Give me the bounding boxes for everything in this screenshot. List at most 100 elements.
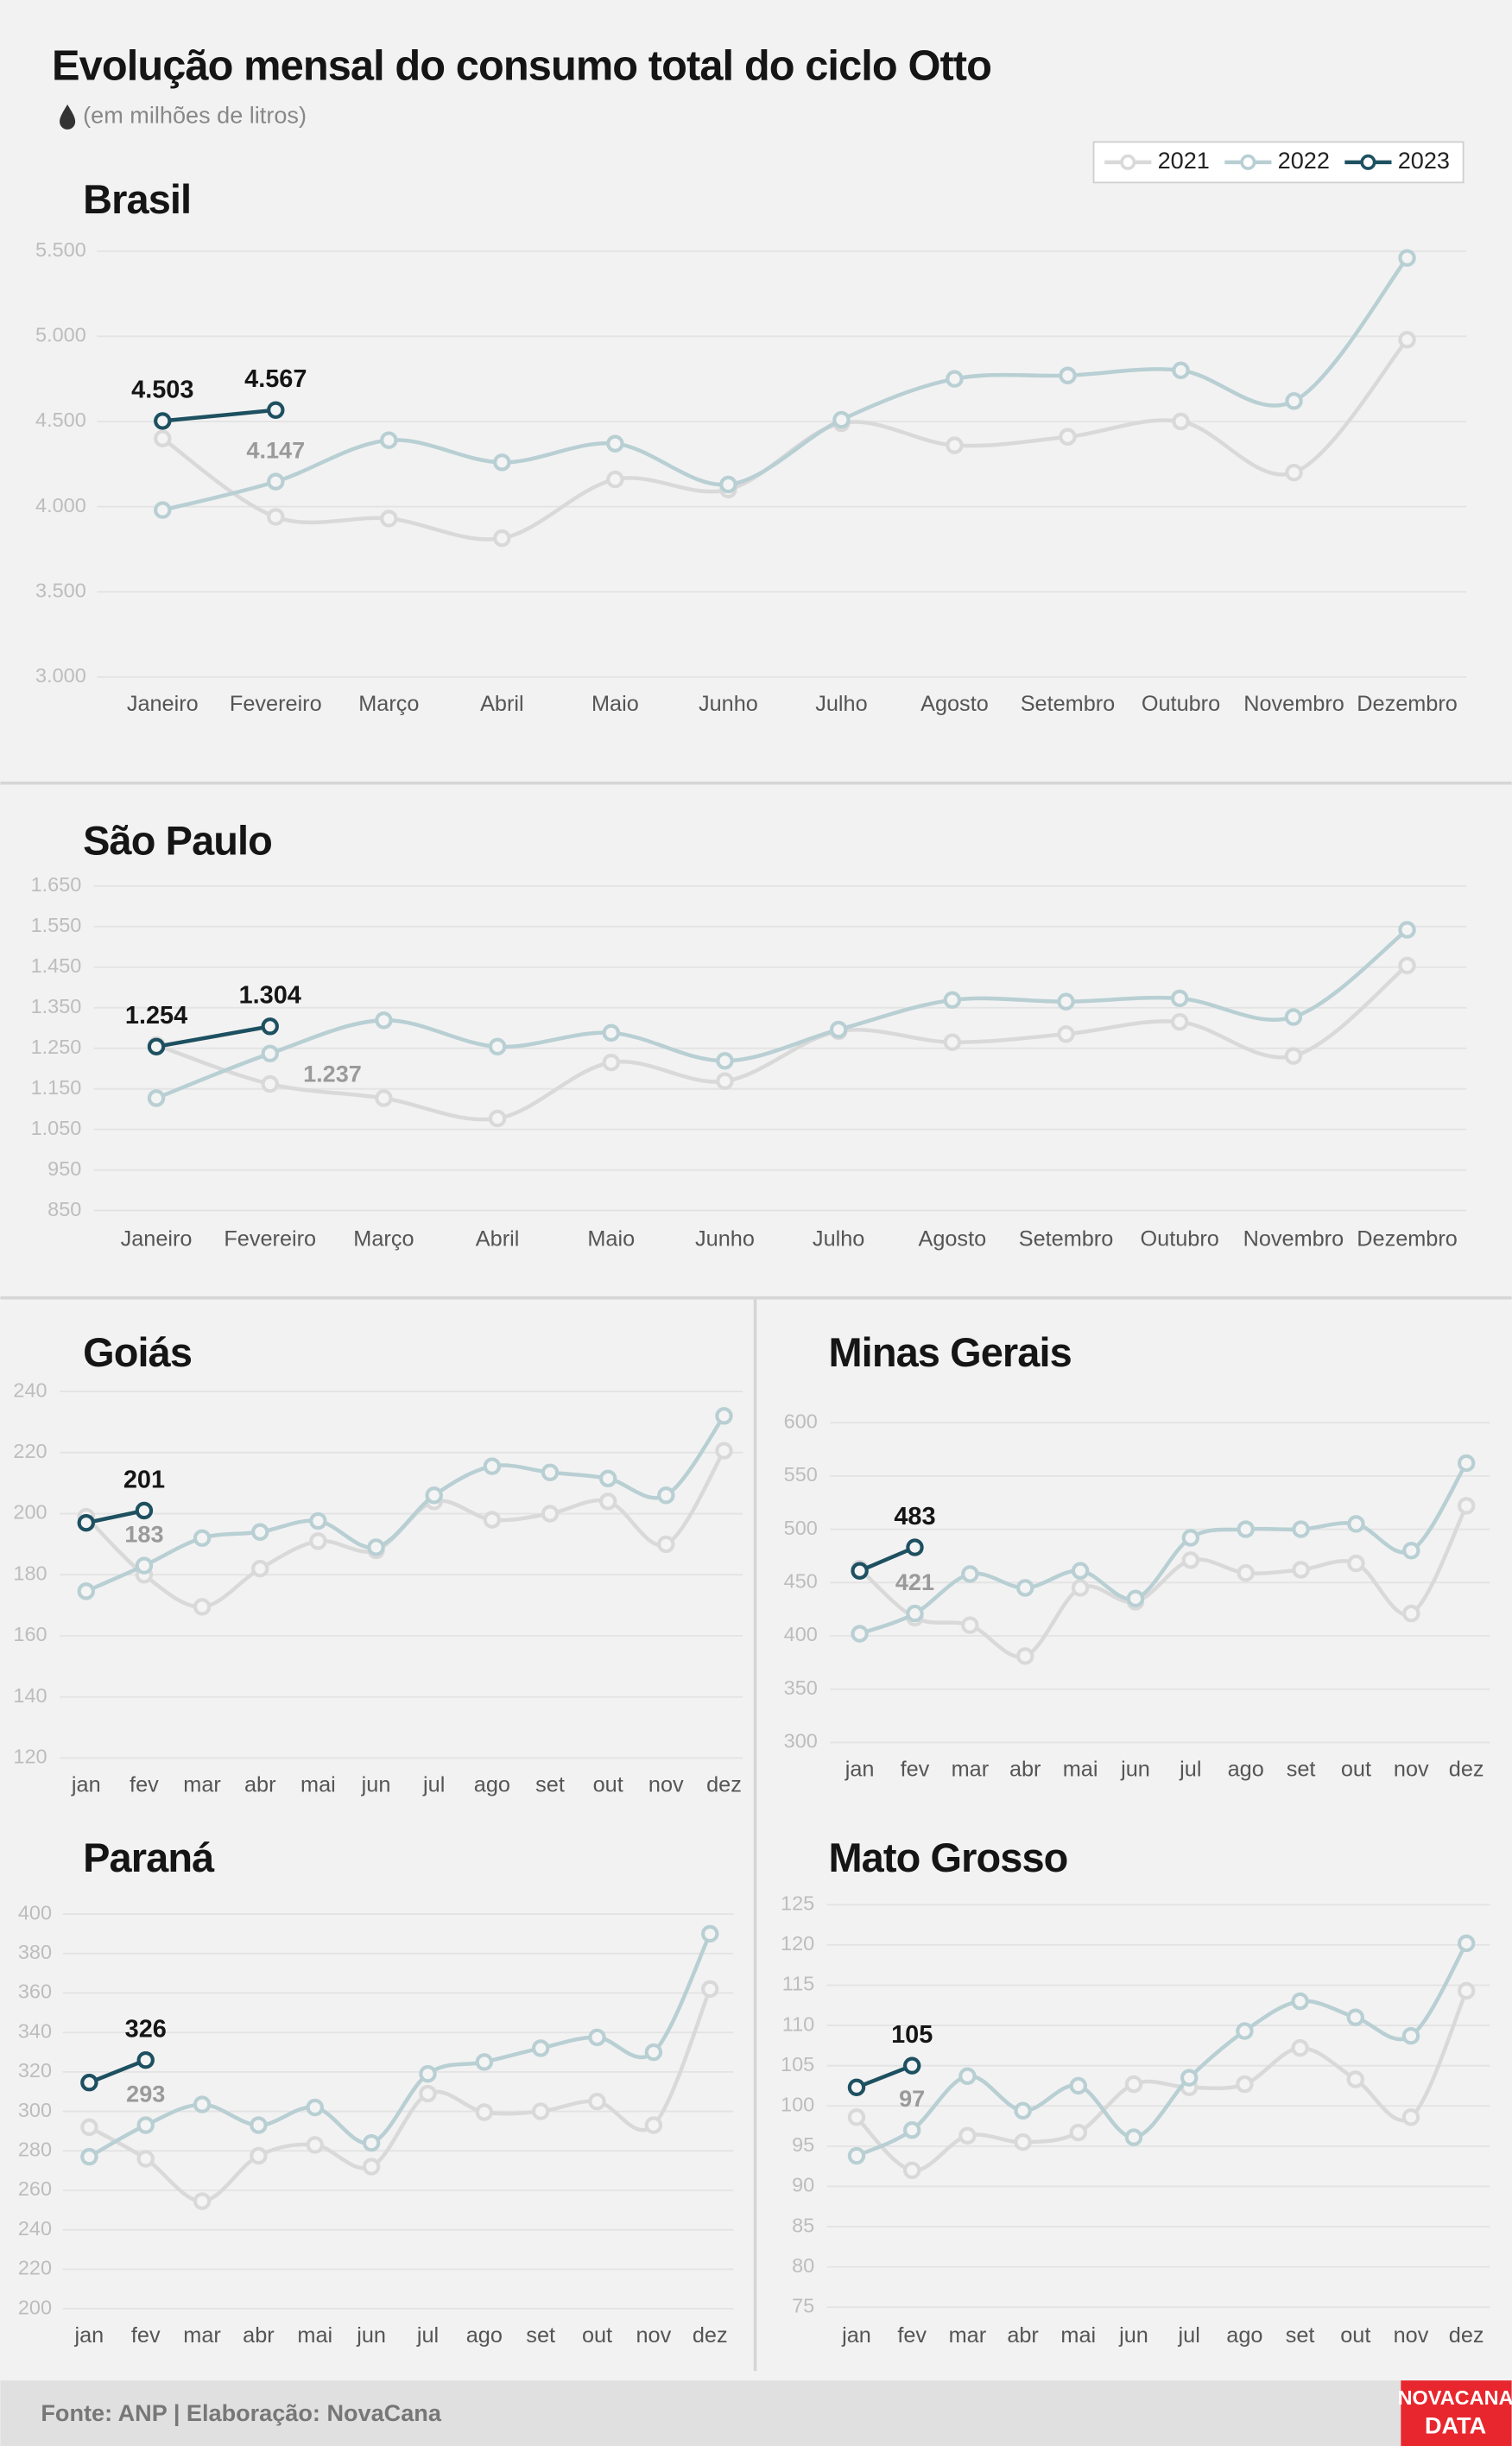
x-tick-label: ago	[466, 2323, 503, 2348]
y-tick-label: 4.000	[35, 494, 86, 516]
point	[493, 529, 511, 548]
point	[1346, 2070, 1364, 2088]
y-tick-label: 450	[784, 1570, 818, 1593]
x-tick-label: out	[1341, 1758, 1371, 1782]
y-tick-label: 360	[18, 1980, 52, 2003]
x-tick-label: Agosto	[920, 692, 989, 716]
point	[946, 370, 964, 388]
x-tick-label: dez	[1449, 2323, 1484, 2348]
point	[267, 401, 285, 420]
point	[475, 2103, 494, 2121]
y-tick-label: 3.000	[35, 664, 86, 687]
x-tick-label: Setembro	[1021, 692, 1116, 716]
point	[644, 2116, 663, 2134]
logo-text: DATA	[1425, 2411, 1486, 2438]
point	[375, 1011, 393, 1030]
x-tick-label: mai	[1063, 1758, 1098, 1782]
x-tick-label: Abril	[476, 1227, 520, 1252]
x-tick-label: Fevereiro	[224, 1227, 316, 1252]
x-tick-label: jun	[1118, 2323, 1148, 2348]
point	[598, 1469, 617, 1488]
point	[606, 434, 624, 453]
point	[715, 1407, 733, 1425]
point	[1016, 1647, 1034, 1665]
y-tick-label: 550	[784, 1463, 818, 1486]
data-label: 483	[894, 1503, 935, 1530]
point	[1237, 1520, 1255, 1538]
point	[541, 1505, 560, 1523]
chart-title: Paraná	[83, 1834, 215, 1880]
point	[309, 1532, 327, 1550]
point	[136, 2116, 155, 2134]
series-line	[162, 408, 276, 423]
data-label: 1.254	[125, 1002, 187, 1030]
point	[1284, 1008, 1303, 1026]
point	[136, 2050, 155, 2069]
point	[1124, 2128, 1143, 2146]
point	[154, 412, 172, 430]
x-tick-label: ago	[1226, 2323, 1262, 2348]
y-tick-label: 350	[784, 1676, 818, 1699]
point	[483, 1457, 502, 1475]
footer-band	[0, 2380, 1512, 2446]
point	[475, 2053, 494, 2071]
point	[1057, 992, 1075, 1011]
point	[1285, 463, 1303, 482]
x-tick-label: set	[1286, 2323, 1315, 2348]
data-label: 1.304	[239, 982, 301, 1010]
point	[1346, 2008, 1364, 2026]
point	[193, 1529, 212, 1548]
x-tick-label: mar	[183, 1773, 221, 1797]
point	[902, 2161, 921, 2180]
y-tick-label: 180	[13, 1562, 47, 1584]
x-tick-label: Janeiro	[121, 1227, 193, 1252]
point	[906, 1604, 924, 1623]
y-tick-label: 3.500	[35, 579, 86, 601]
point	[1057, 1025, 1075, 1043]
data-label: 201	[123, 1466, 165, 1493]
y-tick-label: 95	[792, 2133, 814, 2156]
x-tick-label: ago	[1228, 1758, 1264, 1782]
point	[362, 2158, 381, 2176]
point	[1014, 2101, 1032, 2120]
point	[829, 1020, 848, 1039]
x-tick-label: Junho	[699, 692, 758, 716]
page-title: Evolução mensal do consumo total do cicl…	[52, 42, 991, 89]
x-tick-label: mai	[301, 1773, 336, 1797]
y-tick-label: 120	[13, 1746, 47, 1768]
x-tick-label: fev	[131, 2323, 161, 2348]
y-tick-label: 300	[784, 1730, 818, 1752]
x-tick-label: mar	[949, 2323, 987, 2348]
x-tick-label: jan	[841, 2323, 871, 2348]
x-tick-label: Novembro	[1243, 1227, 1344, 1252]
point	[588, 2028, 606, 2047]
y-tick-label: 120	[781, 1932, 814, 1955]
point	[193, 2095, 212, 2113]
point	[193, 2192, 212, 2210]
point	[1292, 1520, 1310, 1538]
point	[483, 1511, 502, 1529]
x-tick-label: fev	[901, 1758, 930, 1782]
x-tick-label: Maio	[592, 692, 639, 716]
point	[80, 2074, 98, 2092]
point	[1014, 2132, 1032, 2151]
point	[847, 2146, 866, 2165]
y-tick-label: 400	[784, 1623, 818, 1645]
data-label: 4.567	[244, 365, 307, 393]
point	[261, 1074, 279, 1093]
x-tick-label: dez	[693, 2323, 728, 2348]
point	[847, 2108, 866, 2126]
point	[380, 431, 398, 449]
y-tick-label: 1.150	[31, 1076, 82, 1099]
point	[1284, 1047, 1303, 1065]
y-tick-label: 380	[18, 1941, 52, 1963]
y-tick-label: 85	[792, 2214, 814, 2236]
x-tick-label: out	[1340, 2323, 1370, 2348]
point	[906, 1538, 924, 1556]
x-tick-label: jun	[1120, 1758, 1150, 1782]
x-tick-label: abr	[244, 1773, 276, 1797]
point	[958, 2067, 977, 2085]
point	[261, 1044, 279, 1063]
y-tick-label: 80	[792, 2254, 814, 2277]
point	[251, 1523, 269, 1541]
